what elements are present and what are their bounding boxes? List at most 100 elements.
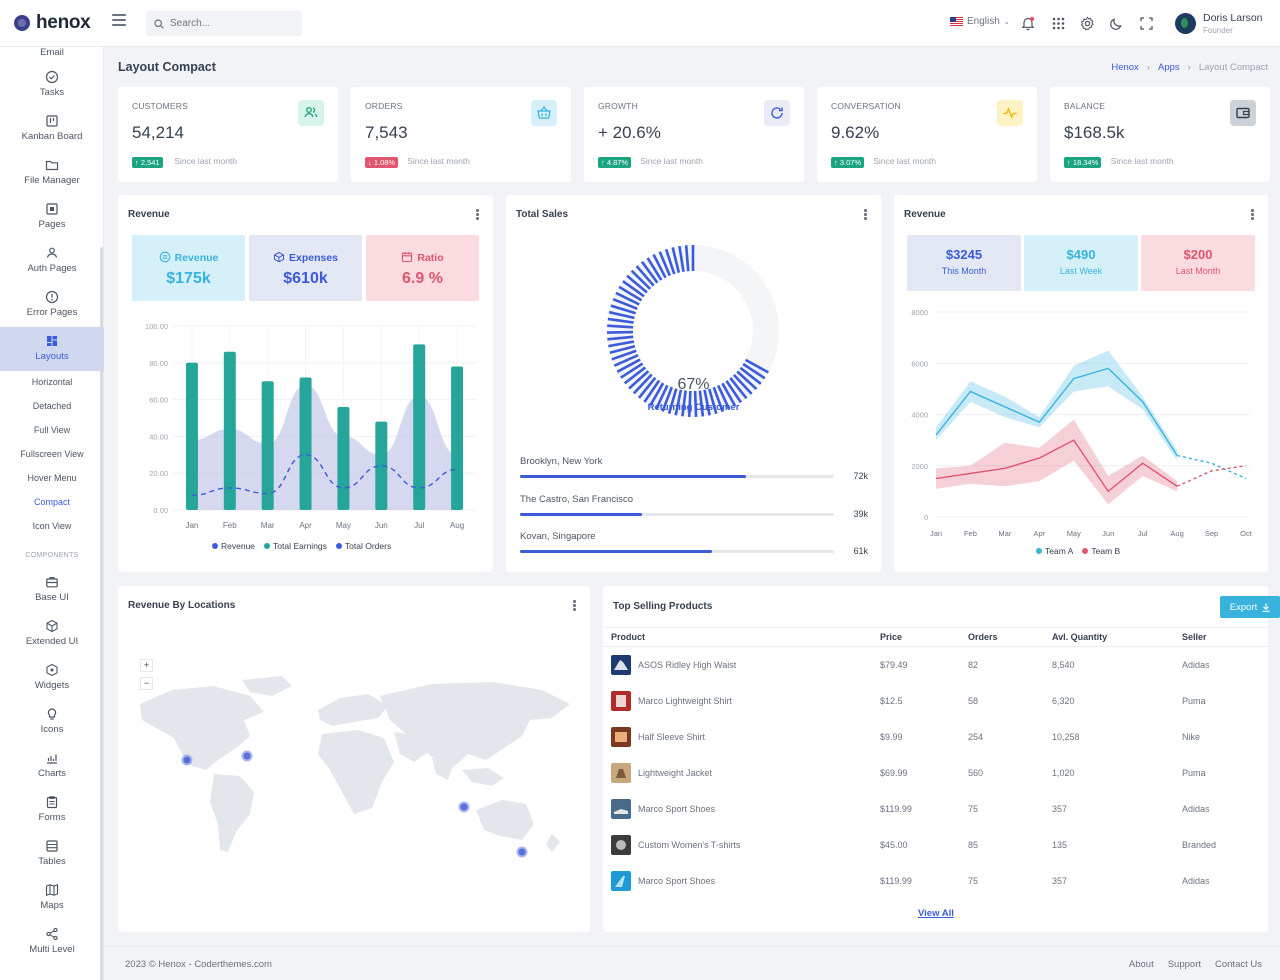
sidebar-item-email[interactable]: Email	[0, 47, 104, 61]
apps-grid-icon[interactable]	[1049, 14, 1067, 32]
sidebar-subitem-compact[interactable]: Compact	[33, 497, 70, 507]
export-label: Export	[1229, 601, 1258, 613]
location-name: The Castro, San Francisco	[520, 493, 633, 505]
map-zoom-in-button[interactable]: +	[140, 659, 153, 672]
map-marker-sydney[interactable]	[516, 846, 528, 858]
column-header-orders[interactable]: Orders	[968, 632, 998, 642]
sidebar-item-kanban-board[interactable]: Kanban Board	[0, 114, 104, 150]
map-marker-singapore[interactable]	[458, 801, 470, 813]
world-map[interactable]	[132, 674, 582, 874]
search-input[interactable]	[170, 18, 290, 29]
sidebar-item-extended-ui[interactable]: Extended UI	[0, 619, 104, 655]
notification-bell-icon[interactable]	[1019, 14, 1037, 32]
footer-link-about[interactable]: About	[1128, 959, 1154, 970]
export-button[interactable]: Export	[1220, 596, 1280, 618]
table-row[interactable]: Marco Sport Shoes $119.99 75 357 Adidas	[603, 792, 1268, 828]
legend-total-earnings[interactable]: Total Earnings	[264, 541, 327, 551]
sidebar-item-charts[interactable]: Charts	[0, 751, 104, 787]
sidebar-item-label: Base UI	[35, 592, 69, 603]
menu-toggle-button[interactable]	[112, 14, 126, 26]
breadcrumb: Henox › Apps › Layout Compact	[1111, 62, 1268, 73]
sidebar-item-tasks[interactable]: Tasks	[0, 70, 104, 106]
table-row[interactable]: ASOS Ridley High Waist $79.49 82 8,540 Adida…	[603, 648, 1268, 684]
share-icon	[46, 927, 58, 941]
fullscreen-icon[interactable]	[1137, 14, 1155, 32]
summary-box-value: $200	[1183, 247, 1213, 262]
dark-mode-moon-icon[interactable]	[1107, 14, 1125, 32]
product-name[interactable]: Half Sleeve Shirt	[638, 732, 706, 742]
kanban-icon	[46, 115, 58, 127]
sidebar-item-multi-level[interactable]: Multi Level	[0, 927, 104, 963]
page-icon	[46, 203, 58, 215]
sidebar-item-widgets[interactable]: Widgets	[0, 663, 104, 699]
sidebar-item-pages[interactable]: Pages	[0, 202, 104, 238]
view-all-link[interactable]: View All	[918, 908, 954, 919]
radial-segment	[626, 274, 648, 294]
sidebar-scrollbar[interactable]	[100, 247, 103, 980]
legend-team-a[interactable]: Team A	[1036, 546, 1073, 556]
map-marker-new-york[interactable]	[241, 750, 253, 762]
table-row[interactable]: Lightweight Jacket $69.99 560 1,020 Puma	[603, 756, 1268, 792]
settings-gear-icon[interactable]	[1078, 14, 1096, 32]
y-tick-label: 40.00	[149, 432, 168, 441]
radial-segment	[739, 366, 762, 385]
sidebar-item-maps[interactable]: Maps	[0, 883, 104, 919]
sidebar-item-tables[interactable]: Tables	[0, 839, 104, 875]
footer-link-support[interactable]: Support	[1167, 959, 1201, 970]
summary-box-label: Last Week	[1059, 266, 1103, 276]
more-menu-icon[interactable]	[573, 600, 577, 612]
legend-team-b[interactable]: Team B	[1082, 546, 1120, 556]
user-menu[interactable]: Doris Larson Founder	[1175, 12, 1263, 35]
stat-value: $168.5k	[1064, 123, 1125, 142]
sidebar-subitem-full-view[interactable]: Full View	[33, 425, 71, 435]
table-row[interactable]: Custom Women's T-shirts $45.00 85 135 Brande…	[603, 828, 1268, 864]
product-name[interactable]: Marco Sport Shoes	[638, 876, 716, 886]
stat-since-text: Since last month	[174, 156, 238, 166]
map-zoom-out-button[interactable]: −	[140, 677, 153, 690]
product-name[interactable]: Marco Lightweight Shirt	[638, 696, 733, 706]
sidebar-item-file-manager[interactable]: File Manager	[0, 158, 104, 194]
language-selector[interactable]: English ⌄	[950, 16, 1010, 27]
legend-revenue[interactable]: Revenue	[212, 541, 255, 551]
more-menu-icon[interactable]	[1251, 209, 1255, 221]
search-box[interactable]	[146, 11, 302, 36]
sidebar-item-forms[interactable]: Forms	[0, 795, 104, 831]
sidebar-item-icons[interactable]: Icons	[0, 707, 104, 743]
breadcrumb-henox[interactable]: Henox	[1111, 62, 1139, 73]
product-name[interactable]: Custom Women's T-shirts	[638, 840, 741, 850]
logo[interactable]: henox	[14, 12, 91, 34]
sidebar-subitem-horizontal[interactable]: Horizontal	[31, 377, 73, 387]
sidebar-subitem-detached[interactable]: Detached	[32, 401, 72, 411]
location-name: Kovan, Singapore	[520, 531, 596, 542]
product-orders: 560	[968, 768, 984, 778]
table-row[interactable]: Marco Sport Shoes $119.99 75 357 Adidas	[603, 864, 1268, 900]
sidebar-item-error-pages[interactable]: Error Pages	[0, 290, 104, 326]
line-team-a	[935, 367, 1178, 456]
product-seller: Adidas	[1182, 660, 1210, 670]
column-header-price[interactable]: Price	[880, 632, 903, 642]
table-row[interactable]: Marco Lightweight Shirt $12.5 58 6,320 Puma	[603, 684, 1268, 720]
footer-link-contact[interactable]: Contact Us	[1215, 959, 1262, 970]
product-name[interactable]: ASOS Ridley High Waist	[638, 660, 737, 670]
column-header-quantity[interactable]: Avl. Quantity	[1052, 632, 1108, 642]
column-header-seller[interactable]: Seller	[1182, 632, 1207, 642]
more-menu-icon[interactable]	[864, 209, 868, 221]
table-row[interactable]: Half Sleeve Shirt $9.99 254 10,258 Nike	[603, 720, 1268, 756]
product-name[interactable]: Lightweight Jacket	[638, 768, 713, 778]
sidebar-item-base-ui[interactable]: Base UI	[0, 575, 104, 611]
summary-box-label: Last Month	[1175, 266, 1221, 276]
product-name[interactable]: Marco Sport Shoes	[638, 804, 716, 814]
column-header-product[interactable]: Product	[611, 632, 646, 642]
sidebar-item-layouts[interactable]: Layouts	[0, 327, 104, 371]
radial-segment	[635, 265, 655, 287]
breadcrumb-apps[interactable]: Apps	[1157, 62, 1180, 73]
legend-total-orders[interactable]: Total Orders	[335, 541, 391, 551]
stat-label: CONVERSATION	[831, 101, 901, 111]
sidebar-subitem-hover-menu[interactable]: Hover Menu	[27, 473, 77, 483]
more-menu-icon[interactable]	[476, 209, 480, 221]
sidebar-item-auth-pages[interactable]: Auth Pages	[0, 246, 104, 282]
sidebar-subitem-icon-view[interactable]: Icon View	[32, 521, 72, 531]
map-marker-san-francisco[interactable]	[181, 754, 193, 766]
sidebar-subitem-fullscreen-view[interactable]: Fullscreen View	[20, 449, 84, 459]
radial-label: Returning Customer	[647, 402, 740, 413]
